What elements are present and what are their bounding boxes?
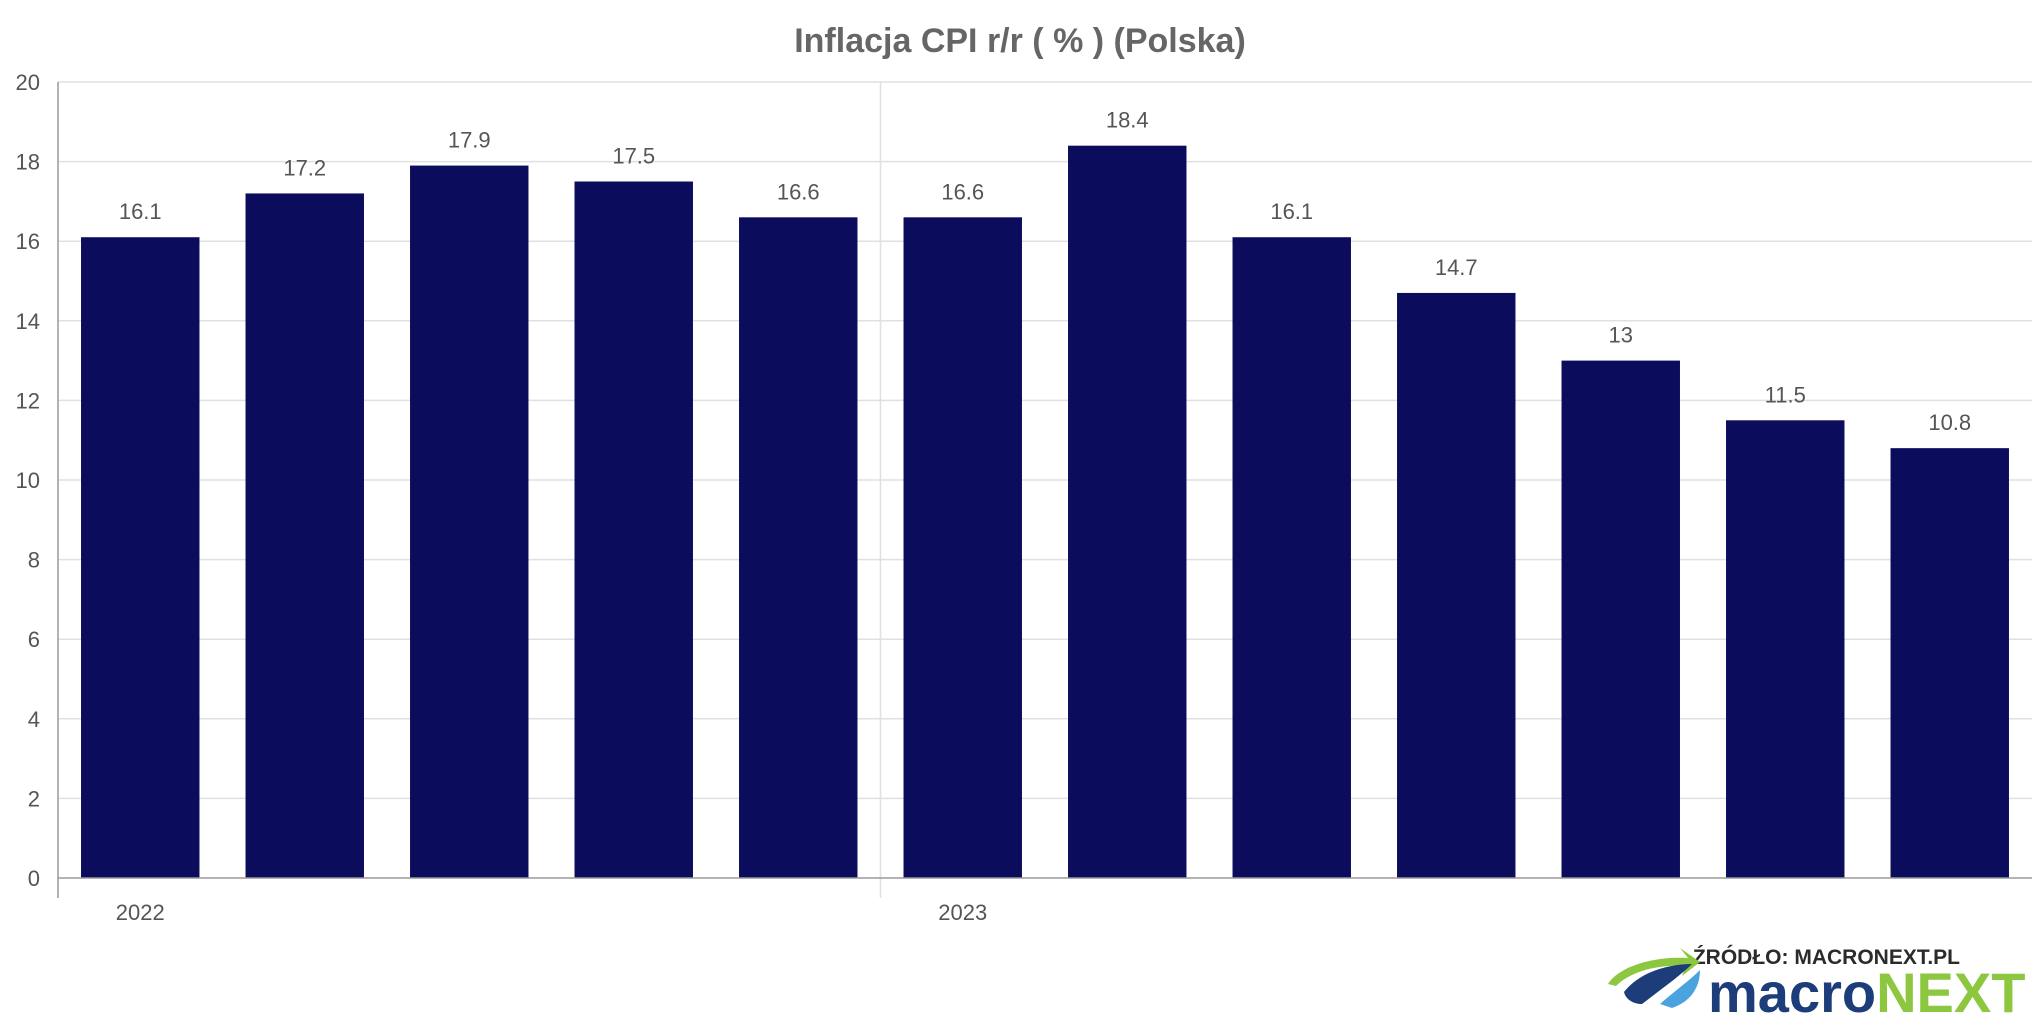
y-tick-label: 18 [16,150,40,175]
y-tick-label: 6 [28,627,40,652]
brand-wordmark: macroNEXT [1708,961,2025,1020]
x-tick-label: 2023 [938,900,987,925]
data-label: 16.1 [1270,199,1313,224]
bar [1068,145,1187,878]
bar [1232,237,1351,879]
y-tick-label: 20 [16,70,40,95]
brand-next-text: NEXT [1876,961,2025,1020]
y-tick-label: 10 [16,468,40,493]
data-labels: 16.1 17.2 17.9 17.5 16.6 16.6 18.4 16.1 14.7 13 11… [119,108,1971,435]
y-tick-label: 2 [28,786,40,811]
y-tick-label: 0 [28,866,40,891]
data-label: 17.9 [448,128,491,153]
data-label: 14.7 [1435,255,1478,280]
y-tick-label: 4 [28,707,40,732]
bar [81,237,200,879]
y-tick-label: 16 [16,229,40,254]
bar [1890,448,2009,878]
bars [81,145,2009,879]
brand-macro-text: macro [1708,961,1876,1020]
data-label: 17.5 [612,144,655,169]
source-label: ŹRÓDŁO: MACRONEXT.PL [1693,945,1960,969]
data-label: 13 [1609,323,1633,348]
data-label: 11.5 [1765,382,1806,407]
bar [410,165,529,878]
data-label: 18.4 [1106,108,1149,133]
bar [1397,292,1516,878]
data-label: 16.1 [119,199,162,224]
chart-title: Inflacja CPI r/r ( % ) (Polska) [794,22,1246,60]
y-axis: 0 2 4 6 8 10 12 14 16 18 20 [16,70,59,898]
data-label: 17.2 [283,155,326,180]
bar [574,181,693,878]
grid [58,81,2032,898]
bar [245,193,364,878]
bar [1726,420,1845,878]
y-tick-label: 14 [16,309,40,334]
macronext-logo-icon [1608,948,1700,1008]
x-axis: 2022 2023 [58,877,2032,925]
source-logo: ŹRÓDŁO: MACRONEXT.PL macroNEXT [1608,945,2025,1020]
data-label: 10.8 [1928,410,1971,435]
y-tick-label: 12 [16,388,40,413]
bar [1561,360,1680,879]
data-label: 16.6 [777,179,820,204]
x-tick-label: 2022 [116,900,165,925]
bar [739,217,858,878]
y-tick-label: 8 [28,548,40,573]
bar [903,217,1022,878]
data-label: 16.6 [941,179,984,204]
